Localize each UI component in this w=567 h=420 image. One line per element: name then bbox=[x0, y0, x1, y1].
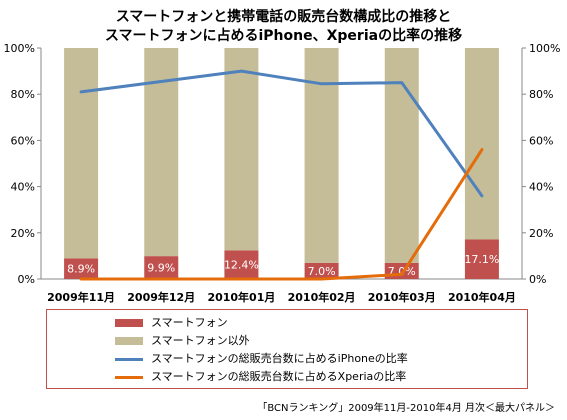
legend-swatch-non-smartphone bbox=[115, 337, 143, 345]
bar-smartphone bbox=[64, 258, 99, 279]
left-tick-label: 0% bbox=[18, 273, 35, 286]
legend-swatch-xperia bbox=[115, 376, 143, 379]
chart-title-line1: スマートフォンと携帯電話の販売台数構成比の推移と bbox=[115, 9, 452, 25]
right-tick-label: 0% bbox=[529, 273, 546, 286]
bar-data-label: 12.4% bbox=[224, 259, 259, 272]
x-tick-label: 2010年01月 bbox=[207, 290, 275, 304]
left-tick-label: 40% bbox=[11, 181, 35, 194]
x-tick-label: 2010年03月 bbox=[368, 290, 436, 304]
right-tick-label: 80% bbox=[529, 88, 553, 101]
right-tick-label: 100% bbox=[529, 42, 560, 55]
chart-legend: スマートフォン スマートフォン以外 スマートフォンの総販売台数に占めるiPhon… bbox=[46, 309, 528, 389]
x-tick-label: 2010年02月 bbox=[288, 290, 356, 304]
legend-label-smartphone: スマートフォン bbox=[151, 316, 228, 329]
bar-smartphone bbox=[144, 256, 179, 279]
legend-label-iphone: スマートフォンの総販売台数に占めるiPhoneの比率 bbox=[151, 352, 408, 365]
x-tick-label: 2010年04月 bbox=[448, 290, 516, 304]
x-tick-label: 2009年11月 bbox=[47, 290, 115, 304]
legend-swatch-smartphone bbox=[115, 319, 143, 327]
left-tick-label: 80% bbox=[11, 88, 35, 101]
bar-smartphone bbox=[464, 239, 499, 279]
chart-plot: 0% 20% 40% 60% 80% 100% 0% 20% 40% 60% 80% 100% 8.9%… bbox=[4, 42, 561, 304]
x-tick-label: 2009年12月 bbox=[127, 290, 195, 304]
bar-non-smartphone bbox=[464, 48, 499, 240]
bar-data-label: 8.9% bbox=[67, 263, 95, 276]
bar-data-label: 7.0% bbox=[308, 265, 336, 278]
legend-swatch-iphone bbox=[115, 358, 143, 361]
bar-smartphone bbox=[224, 250, 259, 279]
line-xperia bbox=[79, 148, 484, 281]
bar-non-smartphone bbox=[64, 48, 99, 259]
left-tick-label: 100% bbox=[4, 42, 35, 55]
line-iphone bbox=[79, 69, 484, 198]
bar-data-label: 9.9% bbox=[147, 262, 175, 275]
chart-title-line2: スマートフォンに占めるiPhone、Xperiaの比率の推移 bbox=[104, 28, 463, 44]
bar-non-smartphone bbox=[384, 48, 419, 263]
right-tick-label: 20% bbox=[529, 227, 553, 240]
left-tick-label: 60% bbox=[11, 134, 35, 147]
bar-non-smartphone bbox=[224, 48, 259, 251]
right-tick-label: 60% bbox=[529, 134, 553, 147]
bar-non-smartphone bbox=[304, 48, 339, 263]
legend-label-non-smartphone: スマートフォン以外 bbox=[151, 334, 250, 347]
source-note: 「BCNランキング」2009年11月-2010年4月 月次＜最大パネル＞ bbox=[257, 403, 555, 414]
legend-label-xperia: スマートフォンの総販売台数に占めるXperiaの比率 bbox=[151, 370, 407, 383]
bar-data-label: 17.1% bbox=[464, 253, 499, 266]
bar-smartphone bbox=[304, 262, 339, 279]
left-tick-label: 20% bbox=[11, 227, 35, 240]
right-tick-label: 40% bbox=[529, 181, 553, 194]
